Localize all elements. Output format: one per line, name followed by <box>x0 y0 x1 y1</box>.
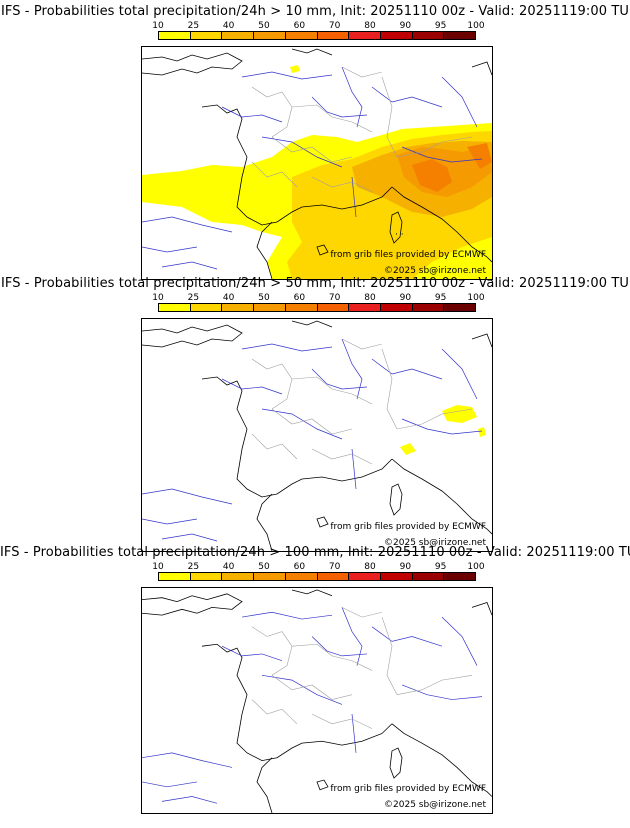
colorbar-tick-label: 50 <box>258 21 270 31</box>
colorbar-swatch <box>444 304 476 311</box>
borders <box>251 607 473 729</box>
colorbar-swatch <box>190 304 223 311</box>
colorbar-swatch <box>254 304 286 311</box>
colorbar-tick-label: 100 <box>467 21 485 31</box>
rivers <box>142 607 483 804</box>
colorbar-tick-label: 25 <box>187 293 200 303</box>
colorbar-swatch <box>412 304 445 311</box>
map-canvas: · · <box>142 48 492 279</box>
panel-50mm: IFS - Probabilities total precipitation/… <box>0 276 630 552</box>
colorbar-labels: 10 25 40 50 60 70 80 90 95 100 <box>152 293 484 303</box>
colorbar-swatch <box>285 32 318 39</box>
colorbar-tick-label: 10 <box>152 21 164 31</box>
map-10mm[interactable]: · · from grib files provided by ECMWF ©2… <box>141 46 493 280</box>
colorbar-tick-label: 90 <box>399 562 412 572</box>
colorbar-swatch <box>285 573 318 580</box>
panel-title: IFS - Probabilities total precipitation/… <box>0 276 630 291</box>
credit-source: from grib files provided by ECMWF <box>330 522 486 532</box>
colorbar-tick-label: 80 <box>364 21 376 31</box>
colorbar-tick-label: 60 <box>293 293 306 303</box>
credit-copyright: ©2025 sb@irizone.net <box>384 538 486 548</box>
borders <box>251 66 473 193</box>
colorbar-tick-label: 90 <box>399 293 412 303</box>
colorbar-tick-label: 80 <box>364 293 376 303</box>
colorbar-swatch <box>380 32 413 39</box>
coastlines <box>142 589 492 813</box>
colorbar-tick-label: 10 <box>152 562 164 572</box>
colorbar-swatch <box>317 32 350 39</box>
map-50mm[interactable]: from grib files provided by ECMWF ©2025 … <box>141 318 493 552</box>
colorbar <box>158 572 476 581</box>
colorbar-tick-label: 100 <box>467 293 485 303</box>
colorbar-swatch <box>254 32 286 39</box>
colorbar-tick-label: 90 <box>399 21 412 31</box>
colorbar-tick-label: 95 <box>434 21 447 31</box>
colorbar-swatch <box>285 304 318 311</box>
colorbar-swatch <box>412 573 445 580</box>
colorbar-labels: 10 25 40 50 60 70 80 90 95 100 <box>152 562 484 572</box>
colorbar-tick-label: 40 <box>222 562 235 572</box>
colorbar-tick-label: 70 <box>328 21 341 31</box>
colorbar-labels: 10 25 40 50 60 70 80 90 95 100 <box>152 21 484 31</box>
colorbar-swatch <box>380 304 413 311</box>
precip-field <box>400 405 486 455</box>
colorbar-tick-label: 100 <box>467 562 485 572</box>
colorbar-tick-label: 95 <box>434 293 447 303</box>
colorbar-tick-label: 60 <box>293 21 306 31</box>
colorbar-swatch <box>349 304 381 311</box>
credit-source: from grib files provided by ECMWF <box>330 784 486 794</box>
colorbar-tick-label: 50 <box>258 293 270 303</box>
colorbar-tick-label: 40 <box>222 21 235 31</box>
colorbar-tick-label: 40 <box>222 293 235 303</box>
colorbar-swatch <box>254 573 286 580</box>
colorbar <box>158 31 476 40</box>
colorbar-tick-label: 70 <box>328 293 341 303</box>
precip-field <box>142 65 492 279</box>
rivers <box>142 66 483 270</box>
colorbar-swatch <box>412 32 445 39</box>
colorbar-swatch <box>444 32 476 39</box>
coastlines <box>142 48 492 279</box>
colorbar-swatch <box>222 573 255 580</box>
panel-10mm: IFS - Probabilities total precipitation/… <box>0 4 630 280</box>
colorbar-swatch <box>159 573 191 580</box>
colorbar-swatch <box>317 304 350 311</box>
colorbar-tick-label: 70 <box>328 562 341 572</box>
colorbar-swatch <box>159 304 191 311</box>
coastlines <box>142 320 492 551</box>
map-canvas <box>142 589 492 813</box>
credit-copyright: ©2025 sb@irizone.net <box>384 800 486 810</box>
rivers <box>142 338 483 542</box>
colorbar-tick-label: 25 <box>187 21 200 31</box>
colorbar-swatch <box>190 573 223 580</box>
colorbar-swatch <box>380 573 413 580</box>
colorbar <box>158 303 476 312</box>
colorbar-swatch <box>190 32 223 39</box>
colorbar-tick-label: 80 <box>364 562 376 572</box>
colorbar-tick-label: 10 <box>152 293 164 303</box>
colorbar-swatch <box>349 32 381 39</box>
borders <box>251 338 473 465</box>
colorbar-swatch <box>444 573 476 580</box>
map-canvas <box>142 320 492 551</box>
panel-100mm: IFS - Probabilities total precipitation/… <box>0 545 630 828</box>
credit-source: from grib files provided by ECMWF <box>330 250 486 260</box>
colorbar-tick-label: 50 <box>258 562 270 572</box>
colorbar-tick-label: 25 <box>187 562 200 572</box>
colorbar-swatch <box>349 573 381 580</box>
panel-title: IFS - Probabilities total precipitation/… <box>0 4 630 19</box>
colorbar-tick-label: 60 <box>293 562 306 572</box>
credit-copyright: ©2025 sb@irizone.net <box>384 266 486 276</box>
colorbar-swatch <box>317 573 350 580</box>
colorbar-swatch <box>222 304 255 311</box>
map-100mm[interactable]: from grib files provided by ECMWF ©2025 … <box>141 587 493 814</box>
colorbar-swatch <box>222 32 255 39</box>
panel-title: IFS - Probabilities total precipitation/… <box>0 545 630 560</box>
colorbar-swatch <box>159 32 191 39</box>
colorbar-tick-label: 95 <box>434 562 447 572</box>
map-annotation: · · <box>395 230 404 240</box>
